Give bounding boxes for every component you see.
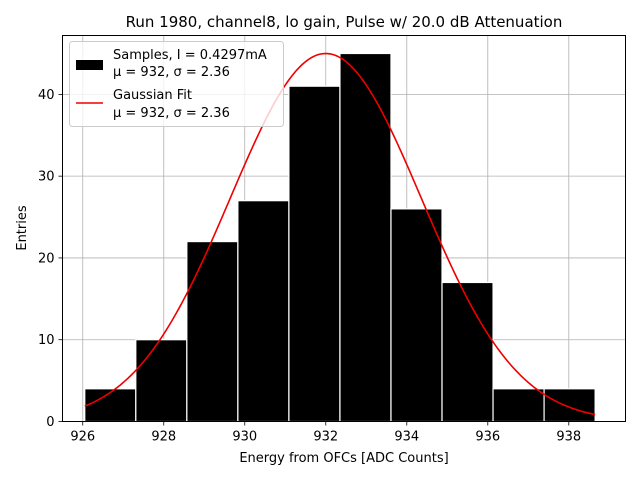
legend-box [69, 41, 284, 127]
x-tick-label: 930 [232, 430, 257, 445]
gaussian-fit-line [84, 52, 596, 416]
histogram-bar [339, 52, 392, 423]
legend-label-samples-line1: Samples, I = 0.4297mA [113, 48, 267, 63]
histogram-bars [84, 52, 596, 423]
x-axis-label: Energy from OFCs [ADC Counts] [239, 451, 448, 466]
histogram-bar [492, 388, 545, 423]
legend-swatch-samples [76, 60, 103, 70]
histogram-bar [288, 85, 341, 423]
chart-title: Run 1980, channel8, lo gain, Pulse w/ 20… [126, 13, 563, 31]
y-axis-label: Entries [15, 205, 30, 251]
x-tick-label: 936 [475, 430, 500, 445]
plot-frame [62, 35, 626, 422]
x-tick-label: 934 [394, 430, 419, 445]
y-tick-label: 20 [38, 251, 55, 266]
histogram-bar [543, 388, 596, 423]
histogram-bar [390, 208, 443, 423]
y-axis-ticks: 0 10 20 30 40 [38, 88, 63, 430]
x-tick-label: 926 [70, 430, 95, 445]
histogram-bar [186, 240, 239, 423]
x-axis-ticks: 926 928 930 932 934 936 938 [70, 421, 581, 445]
y-tick-label: 40 [38, 88, 55, 103]
x-tick-label: 932 [313, 430, 338, 445]
x-tick-label: 938 [556, 430, 581, 445]
fit-line-group [84, 52, 596, 416]
y-tick-label: 30 [38, 170, 55, 185]
histogram-bar [237, 200, 290, 423]
legend-label-samples-line2: μ = 932, σ = 2.36 [113, 65, 230, 80]
y-tick-label: 0 [46, 415, 54, 430]
legend-label-fit-line1: Gaussian Fit [113, 88, 192, 103]
histogram-bar [84, 388, 137, 423]
legend: Samples, I = 0.4297mA μ = 932, σ = 2.36 … [69, 41, 284, 127]
histogram-bar [441, 281, 494, 423]
x-tick-label: 928 [151, 430, 176, 445]
y-tick-label: 10 [38, 333, 55, 348]
legend-label-fit-line2: μ = 932, σ = 2.36 [113, 106, 230, 121]
histogram-bar [135, 339, 188, 423]
